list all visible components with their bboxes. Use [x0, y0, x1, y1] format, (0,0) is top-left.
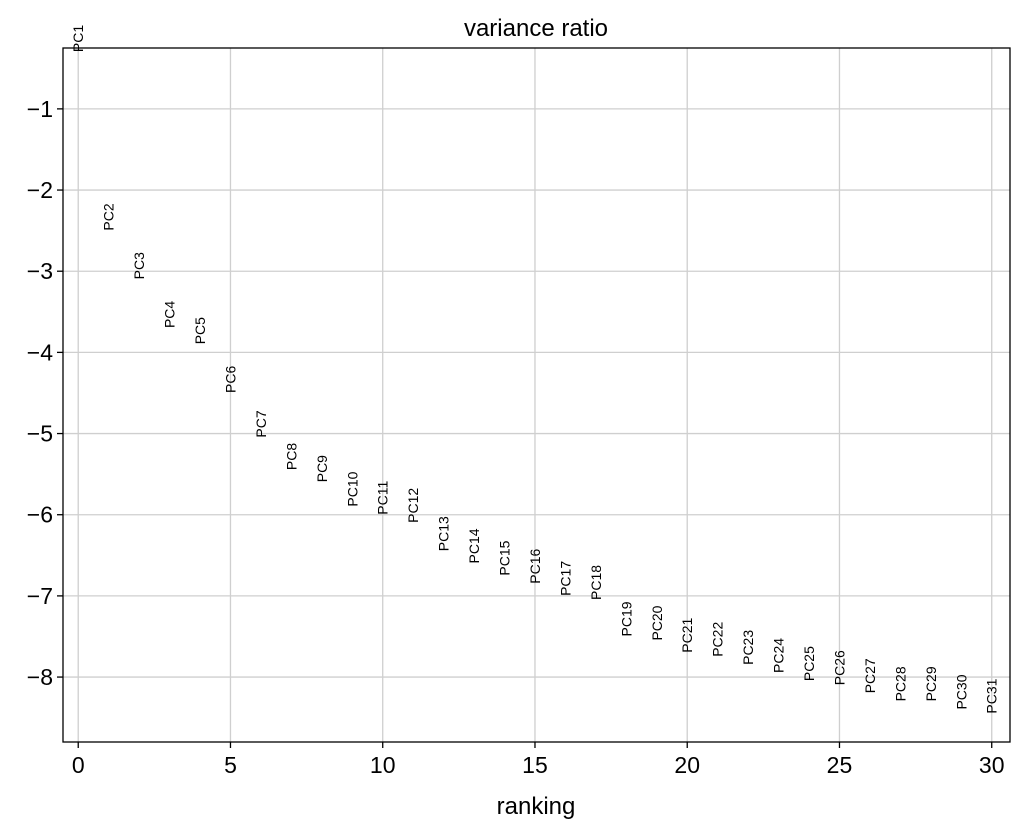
chart-title: variance ratio [464, 15, 608, 42]
y-tick-label: −7 [27, 583, 53, 609]
y-tick-label: −5 [27, 421, 53, 447]
x-axis: 0 5 10 15 20 25 30 [72, 742, 1005, 778]
pc-point-label: PC11 [375, 481, 391, 515]
pc-point-label: PC5 [192, 317, 208, 344]
y-tick-label: −4 [27, 339, 53, 365]
pc-point-label: PC2 [101, 203, 117, 230]
pc-point-label: PC1 [70, 25, 86, 52]
pc-point-label: PC28 [892, 666, 908, 701]
pc-point-label: PC23 [740, 630, 756, 665]
pc-point-label: PC4 [162, 301, 178, 328]
pc-point-label: PC10 [344, 471, 360, 506]
pc-point-label: PC27 [862, 658, 878, 693]
pc-point-label: PC26 [831, 650, 847, 685]
pc-point-label: PC6 [222, 366, 238, 393]
x-tick-label: 25 [827, 752, 853, 778]
pc-point-label: PC17 [557, 561, 573, 596]
pc-point-label: PC13 [436, 516, 452, 551]
pc-point-label: PC24 [771, 638, 787, 673]
y-tick-label: −8 [27, 664, 53, 690]
y-tick-label: −3 [27, 258, 53, 284]
pc-point-label: PC18 [588, 565, 604, 600]
grid [63, 48, 1010, 742]
plot-frame [62, 47, 1011, 743]
x-tick-label: 5 [224, 752, 237, 778]
pc-point-label: PC9 [314, 455, 330, 482]
pc-point-label: PC7 [253, 410, 269, 437]
pc-point-label: PC20 [649, 605, 665, 640]
x-tick-label: 20 [674, 752, 700, 778]
x-tick-label: 10 [370, 752, 396, 778]
pc-point-label: PC31 [984, 678, 1000, 713]
pc-point-label: PC21 [679, 617, 695, 652]
pc-point-label: PC12 [405, 488, 421, 523]
pc-point-label: PC15 [497, 540, 513, 575]
pc-point-label: PC25 [801, 646, 817, 681]
pc-point-label: PC3 [131, 252, 147, 279]
x-tick-label: 0 [72, 752, 85, 778]
x-tick-label: 30 [979, 752, 1005, 778]
y-tick-label: −2 [27, 177, 53, 203]
y-axis: −1 −2 −3 −4 −5 −6 −7 −8 [27, 96, 63, 690]
pc-point-label: PC8 [283, 443, 299, 470]
x-axis-title: ranking [497, 793, 576, 820]
pc-point-label: PC30 [953, 674, 969, 709]
pc-point-label: PC19 [618, 601, 634, 636]
pc-point-label: PC14 [466, 528, 482, 563]
pc-point-label: PC29 [923, 666, 939, 701]
y-tick-label: −1 [27, 96, 53, 122]
pc-labels: PC1 PC2 PC3 PC4 PC5 PC6 PC7 PC8 PC9 PC10 PC11 PC12 P… [70, 25, 1000, 714]
pc-point-label: PC16 [527, 548, 543, 583]
x-tick-label: 15 [522, 752, 548, 778]
pc-point-label: PC22 [710, 622, 726, 657]
y-tick-label: −6 [27, 502, 53, 528]
